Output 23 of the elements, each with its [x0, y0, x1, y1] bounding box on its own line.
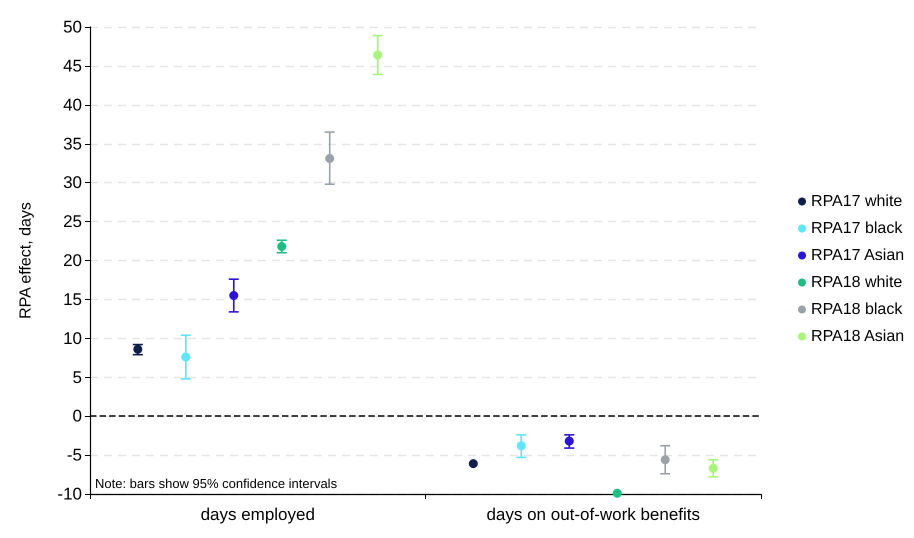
- y-tick-label: 0: [72, 406, 82, 426]
- legend-label: RPA18 white: [811, 274, 902, 291]
- y-tick-label: 45: [63, 56, 82, 76]
- x-tick-label: days on out-of-work benefits: [486, 505, 700, 524]
- y-tick-label: -10: [57, 484, 82, 504]
- legend-label: RPA17 white: [811, 193, 902, 210]
- legend-label: RPA18 Asian: [811, 328, 904, 345]
- y-tick-label: 40: [63, 95, 82, 114]
- y-tick-label: 35: [63, 134, 82, 154]
- x-tick-label: days employed: [200, 505, 315, 524]
- y-axis-title: RPA effect, days: [18, 202, 34, 319]
- y-tick-label: 50: [63, 18, 82, 36]
- y-tick-label: 20: [63, 251, 82, 270]
- y-tick-label: 5: [72, 368, 82, 387]
- y-tick-label: 25: [63, 212, 82, 232]
- legend-label: RPA18 black: [811, 301, 904, 318]
- y-tick-label: 30: [63, 173, 82, 192]
- y-tick-label: -5: [66, 446, 82, 465]
- y-tick-label: 15: [63, 290, 82, 309]
- y-tick-label: 10: [63, 328, 82, 348]
- legend-label: RPA17 black: [811, 220, 904, 237]
- legend-label: RPA17 Asian: [811, 247, 904, 264]
- annotation: Note: bars show 95% confidence intervals: [95, 476, 338, 491]
